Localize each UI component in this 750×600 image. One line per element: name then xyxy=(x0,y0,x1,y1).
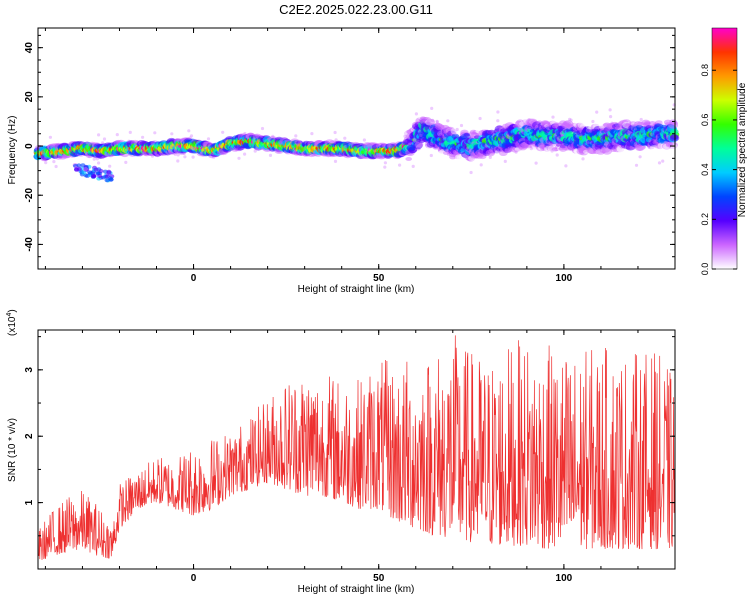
snr-x-tick-label: 50 xyxy=(373,573,385,584)
colorbar-tick-label: 0.4 xyxy=(700,163,710,176)
spectrogram-y-tick-label: -40 xyxy=(24,237,35,252)
spectrogram-panel: 0 50 100 40 20 0 -20 -40 Height of straight lin… xyxy=(7,27,680,295)
spectrogram-y-tick-label: 40 xyxy=(24,42,35,54)
spectrogram-x-tick-label: 0 xyxy=(191,273,197,284)
spectrogram-heatmap xyxy=(33,103,680,183)
spectrogram-y-label: Frequency (Hz) xyxy=(7,116,18,185)
snr-axes: 0 50 100 1 2 3 xyxy=(24,330,676,584)
chart-title: C2E2.2025.022.23.00.G11 xyxy=(279,2,433,17)
spectrogram-y-tick-label: 20 xyxy=(24,91,35,103)
snr-y-label: SNR (10 * v/v) xyxy=(7,418,18,482)
colorbar-tick-label: 0.2 xyxy=(700,213,710,226)
colorbar-tick-label: 0.8 xyxy=(700,64,710,77)
snr-y-multiplier: (x104) xyxy=(6,309,18,336)
snr-frame xyxy=(37,329,676,570)
colorbar-tick-label: 0.6 xyxy=(700,114,710,127)
colorbar-ticks: 0.0 0.2 0.4 0.6 0.8 xyxy=(700,64,737,275)
snr-y-tick-label: 3 xyxy=(24,367,35,373)
spectrogram-x-tick-label: 50 xyxy=(373,273,385,284)
colorbar-gradient xyxy=(711,27,738,270)
colorbar: 0.0 0.2 0.4 0.6 0.8 Normalized spectral ampl… xyxy=(700,27,748,275)
spectrogram-y-tick-label: 0 xyxy=(24,143,35,149)
snr-y-tick-label: 1 xyxy=(24,499,35,505)
spectrogram-frame xyxy=(37,27,676,270)
spectrogram-axes: 0 50 100 40 20 0 -20 -40 xyxy=(24,28,676,284)
colorbar-tick-label: 0.0 xyxy=(700,263,710,276)
snr-x-label: Height of straight line (km) xyxy=(298,584,415,595)
spectrogram-y-tick-label: -20 xyxy=(24,188,35,203)
snr-x-tick-label: 0 xyxy=(191,573,197,584)
spectrogram-x-label: Height of straight line (km) xyxy=(298,284,415,295)
colorbar-label: Normalized spectral amplitude xyxy=(737,82,748,217)
snr-series-line xyxy=(37,335,676,560)
snr-y-tick-label: 2 xyxy=(24,433,35,439)
snr-panel: 0 50 100 1 2 3 Height of straight line (km) S… xyxy=(6,309,676,595)
spectrogram-x-tick-label: 100 xyxy=(556,273,573,284)
snr-line xyxy=(37,335,676,560)
snr-x-tick-label: 100 xyxy=(556,573,573,584)
